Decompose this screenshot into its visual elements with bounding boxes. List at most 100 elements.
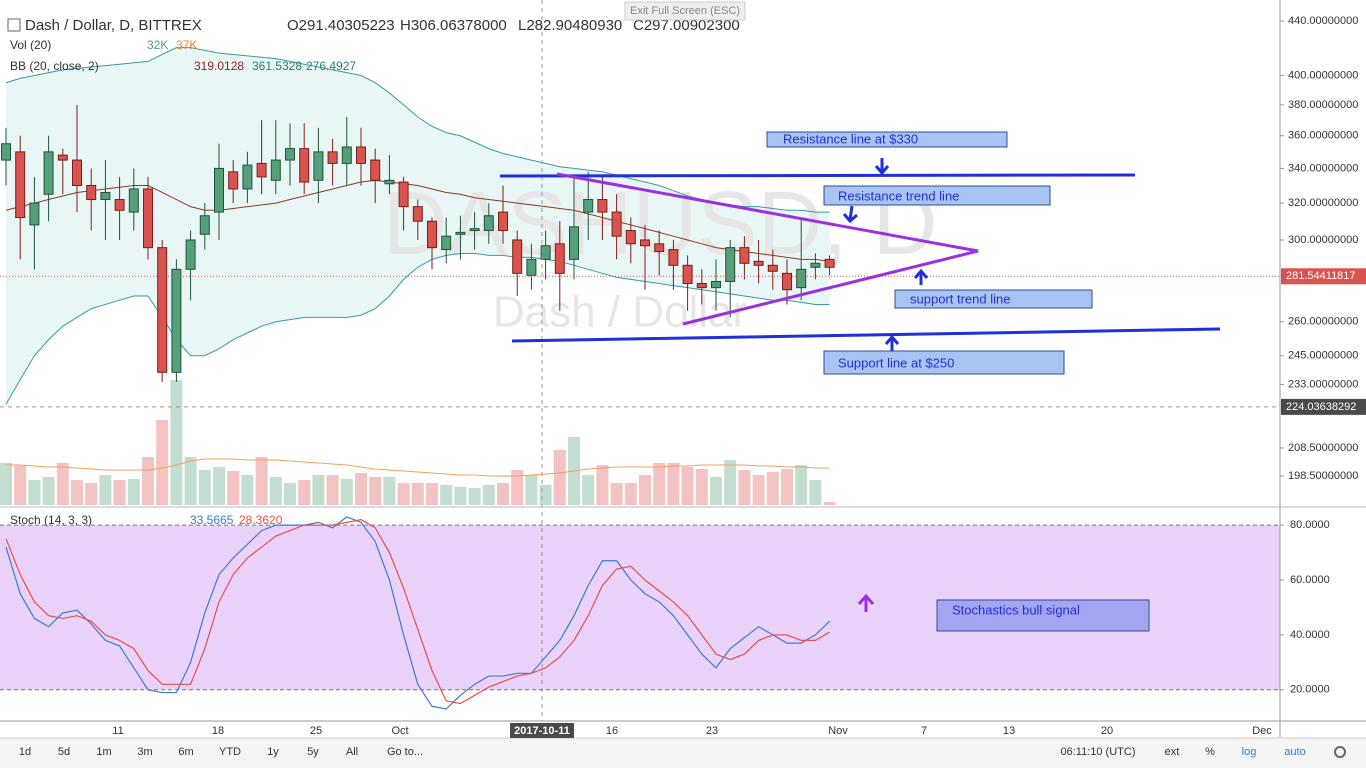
candle-body — [441, 235, 452, 251]
option-button[interactable]: auto — [1284, 746, 1305, 758]
range-button[interactable]: Go to... — [387, 746, 423, 758]
option-button[interactable]: ext — [1165, 746, 1180, 758]
volume-bar — [624, 483, 637, 505]
ohlc-close: C297.00902300 — [633, 17, 740, 34]
ohlc-high: H306.06378000 — [400, 17, 507, 34]
candle-body — [29, 202, 40, 226]
annotations: Resistance line at $330 Resistance trend… — [766, 131, 1150, 632]
range-button[interactable]: 6m — [178, 746, 193, 758]
x-tick-label: 11 — [112, 725, 123, 737]
option-button[interactable]: log — [1242, 746, 1257, 758]
annotation: support trend line — [910, 291, 1010, 306]
candle-body — [313, 151, 324, 181]
candle-body — [526, 258, 537, 276]
annotation-box — [894, 289, 1093, 309]
exit-button[interactable] — [624, 1, 746, 21]
y-tick-label: 20.0000 — [1290, 684, 1330, 696]
candle-body — [611, 211, 622, 237]
range-button[interactable]: 5y — [307, 746, 319, 758]
bb-mid: 319.0128 — [194, 59, 244, 73]
candle-body — [370, 159, 381, 181]
stoch-d-value: 28.3620 — [239, 513, 283, 527]
candle-body — [498, 211, 508, 232]
candle-body — [384, 179, 395, 185]
volume-bar — [355, 473, 367, 505]
y-tick-label: 260.00000000 — [1288, 316, 1358, 328]
range-button[interactable]: 3m — [137, 746, 152, 758]
volume-bar — [383, 477, 396, 505]
candle-body — [427, 220, 437, 249]
volume-ma — [6, 458, 830, 477]
volume-bar — [99, 475, 112, 505]
range-button[interactable]: All — [346, 746, 358, 758]
arrow — [874, 158, 890, 176]
candle-body — [625, 230, 636, 245]
candle-body — [72, 159, 82, 186]
collapse-icon[interactable] — [7, 18, 21, 32]
range-button[interactable]: 1d — [19, 746, 31, 758]
volume-bar — [639, 475, 651, 505]
candle-body — [114, 199, 125, 211]
volume-bar — [397, 483, 410, 505]
candle-body — [739, 247, 750, 264]
y-tick-label: 245.00000000 — [1288, 350, 1358, 362]
range-button[interactable]: 1y — [267, 746, 279, 758]
volume-bar — [653, 463, 666, 505]
candle-body — [157, 247, 168, 373]
volume-bar — [42, 477, 55, 505]
candle-body — [228, 171, 239, 190]
arrow — [842, 205, 858, 224]
volume-bar — [596, 465, 609, 505]
volume-bar — [610, 483, 623, 505]
candle-body — [810, 262, 821, 268]
option-button[interactable]: % — [1205, 746, 1215, 758]
volume-bar — [482, 485, 495, 505]
y-tick-label: 400.00000000 — [1288, 69, 1358, 81]
exit-label[interactable]: Exit Full Screen (ESC) — [630, 5, 740, 17]
volume-bar — [667, 463, 680, 505]
candle-body — [341, 146, 352, 164]
candle-body — [569, 226, 579, 260]
volume-bar — [227, 471, 240, 505]
volume-bar — [582, 475, 595, 505]
candle-body — [554, 243, 565, 274]
x-tick-label: 25 — [310, 725, 322, 737]
volume-bar — [85, 483, 98, 505]
drawings — [499, 158, 1221, 612]
x-tick-label: 20 — [1101, 725, 1113, 737]
candle-body — [682, 264, 693, 285]
volume-bar — [440, 485, 453, 505]
range-button[interactable]: YTD — [219, 746, 241, 758]
x-tick-label: 7 — [921, 725, 927, 737]
volume-bar — [809, 480, 822, 505]
volume-bar — [56, 463, 69, 505]
y-tick-label: 60.0000 — [1290, 574, 1330, 586]
ohlc-low: L282.90480930 — [518, 17, 622, 34]
candle-body — [143, 188, 153, 249]
candle-body — [796, 268, 807, 289]
volume-bar — [71, 480, 83, 505]
y-tick-label: 300.00000000 — [1288, 234, 1358, 246]
y-tick-label: 233.00000000 — [1288, 378, 1358, 390]
y-tick-label: 80.0000 — [1290, 519, 1330, 531]
annotation: Resistance line at $330 — [783, 131, 918, 146]
candle-body — [356, 146, 366, 164]
volume-bar — [326, 475, 339, 505]
settings-button[interactable] — [1334, 746, 1346, 758]
candle-body — [668, 249, 679, 266]
volume-bar — [156, 420, 169, 505]
volume-bar — [241, 475, 254, 505]
candle-body — [753, 260, 764, 266]
candle-body — [15, 151, 26, 219]
annotation: Resistance trend line — [838, 188, 959, 203]
candle-body — [270, 159, 281, 181]
stoch-d — [5, 518, 830, 705]
x-tick-label: 13 — [1003, 725, 1015, 737]
range-button[interactable]: 5d — [58, 746, 70, 758]
annotation-box — [823, 185, 1051, 206]
range-button[interactable]: 1m — [96, 746, 111, 758]
volume-bar — [454, 487, 467, 505]
candle-body — [242, 164, 253, 190]
volume-bar — [269, 477, 282, 505]
